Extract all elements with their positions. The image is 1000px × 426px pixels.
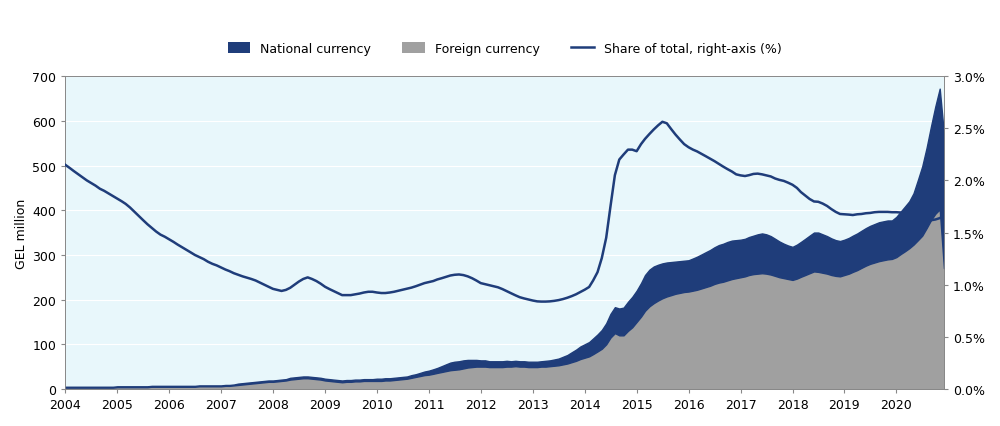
Legend: National currency, Foreign currency, Share of total, right-axis (%): National currency, Foreign currency, Sha… bbox=[228, 43, 781, 55]
Y-axis label: GEL million: GEL million bbox=[15, 198, 28, 268]
